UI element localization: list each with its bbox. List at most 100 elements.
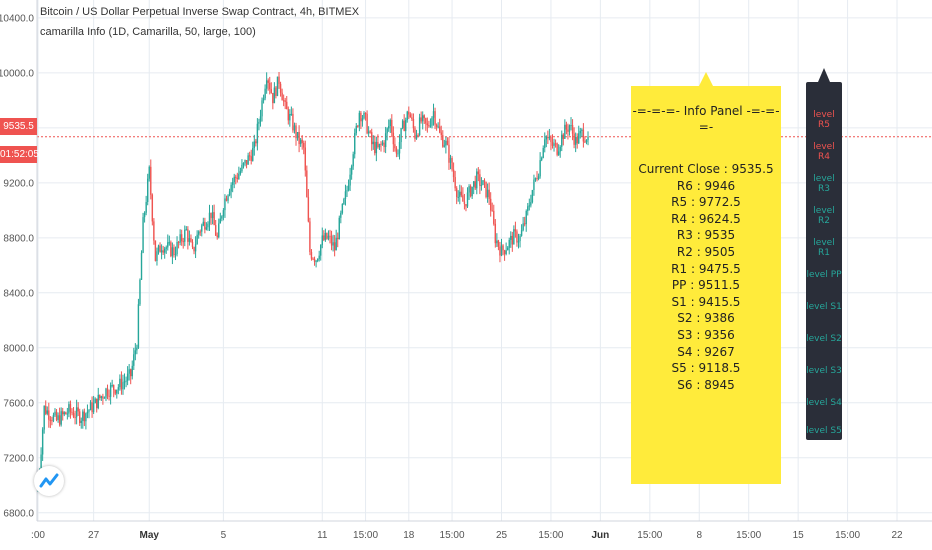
- candle-body: [573, 133, 575, 145]
- candle-body: [272, 92, 274, 104]
- info-line: R1 : 9475.5: [671, 261, 741, 276]
- x-tick-label: 15:00: [353, 530, 378, 541]
- candle-body: [523, 223, 526, 225]
- candle-body: [522, 223, 524, 231]
- candle-body: [459, 191, 461, 197]
- level-label: level S3: [806, 366, 842, 376]
- candle-body: [117, 387, 120, 390]
- candle-body: [383, 142, 385, 148]
- x-tick-label: 15:00: [538, 530, 563, 541]
- candle-body: [510, 235, 512, 240]
- candle-body: [418, 117, 421, 136]
- candle-body: [293, 125, 296, 131]
- x-tick-label: 8: [696, 530, 702, 541]
- info-line: R5 : 9772.5: [671, 195, 741, 210]
- candle-body: [299, 139, 302, 145]
- candle-body: [128, 369, 130, 374]
- candle-body: [384, 133, 387, 148]
- candle-body: [133, 354, 135, 366]
- candle-body: [213, 212, 215, 226]
- candle-body: [222, 210, 225, 217]
- candle-body: [204, 221, 206, 230]
- level-label: level PP: [806, 270, 842, 280]
- candle-body: [398, 142, 401, 154]
- candle-body: [52, 414, 55, 421]
- candle-body: [153, 221, 155, 241]
- candle-body: [559, 146, 561, 152]
- level-panel: level R5 level R4 level R3 level R2 leve…: [806, 82, 842, 440]
- candle-body: [533, 179, 535, 190]
- candle-body: [264, 88, 266, 99]
- candle-body: [423, 115, 425, 119]
- candle-body: [296, 132, 299, 139]
- time-axis[interactable]: :00 27 May 5 11 15:00 18 15:00 25 15:00 Jun 15:00 8 1…: [31, 530, 903, 541]
- tradingview-logo-icon[interactable]: [34, 466, 64, 496]
- x-tick-label: :00: [31, 530, 45, 541]
- level-label: level S2: [806, 334, 842, 344]
- candle-body: [489, 198, 492, 211]
- candle-body: [66, 413, 69, 415]
- candle-body: [196, 234, 198, 245]
- candle-body: [480, 184, 483, 186]
- indicator-legend[interactable]: camarilla Info (1D, Camarilla, 50, large…: [40, 26, 256, 38]
- candle-body: [395, 148, 398, 154]
- candle-body: [425, 118, 427, 124]
- candle-body: [554, 143, 557, 145]
- candle-body: [318, 255, 320, 259]
- candle-body: [494, 223, 497, 244]
- candle-body: [62, 411, 64, 415]
- candle-body: [394, 144, 396, 149]
- candle-body: [167, 242, 169, 248]
- candle-body: [576, 137, 578, 144]
- x-tick-label: Jun: [591, 530, 609, 541]
- candle-body: [488, 189, 490, 199]
- candle-body: [236, 177, 239, 179]
- candle-body: [146, 178, 149, 202]
- candle-body: [80, 420, 82, 424]
- candle-body: [102, 396, 104, 399]
- x-tick-label: 15:00: [736, 530, 761, 541]
- candle-body: [371, 132, 373, 145]
- candle-body: [216, 235, 218, 238]
- candle-body: [309, 221, 311, 253]
- candle-body: [472, 181, 475, 187]
- candle-body: [417, 134, 419, 136]
- candle-body: [496, 240, 498, 244]
- candle-body: [100, 396, 103, 399]
- candle-body: [360, 112, 362, 122]
- candle-body: [381, 142, 384, 145]
- candle-body: [406, 111, 408, 121]
- candle-body: [466, 192, 469, 207]
- y-tick-label: 6800.0: [3, 508, 34, 519]
- candle-body: [474, 181, 476, 189]
- candle-body: [347, 185, 350, 191]
- x-tick-label: 15: [793, 530, 805, 541]
- candle-body: [584, 141, 586, 143]
- candle-body: [154, 240, 157, 261]
- candle-body: [40, 454, 42, 472]
- info-panel-lines: Current Close : 9535.5 R6 : 9946 R5 : 97…: [631, 161, 781, 393]
- candle-body: [230, 184, 232, 192]
- info-line: PP : 9511.5: [671, 278, 741, 293]
- candle-body: [48, 410, 50, 420]
- candle-body: [256, 123, 259, 144]
- candle-body: [88, 410, 90, 412]
- candle-body: [77, 407, 79, 412]
- candle-body: [139, 279, 141, 305]
- candle-body: [544, 139, 546, 148]
- level-label: level S4: [806, 398, 842, 408]
- candle-body: [479, 174, 481, 186]
- candle-body: [539, 160, 541, 177]
- price-axis[interactable]: 10400.010000.09600.09200.08800.08400.080…: [0, 13, 34, 519]
- candle-body: [92, 403, 95, 413]
- candle-body: [477, 171, 480, 175]
- candle-body: [248, 155, 251, 157]
- candle-body: [278, 76, 280, 84]
- candle-body: [233, 176, 235, 183]
- candle-body: [202, 221, 205, 226]
- candle-body: [126, 373, 129, 381]
- candle-body: [400, 128, 402, 143]
- candle-body: [420, 117, 422, 122]
- info-line: R3 : 9535: [676, 228, 736, 243]
